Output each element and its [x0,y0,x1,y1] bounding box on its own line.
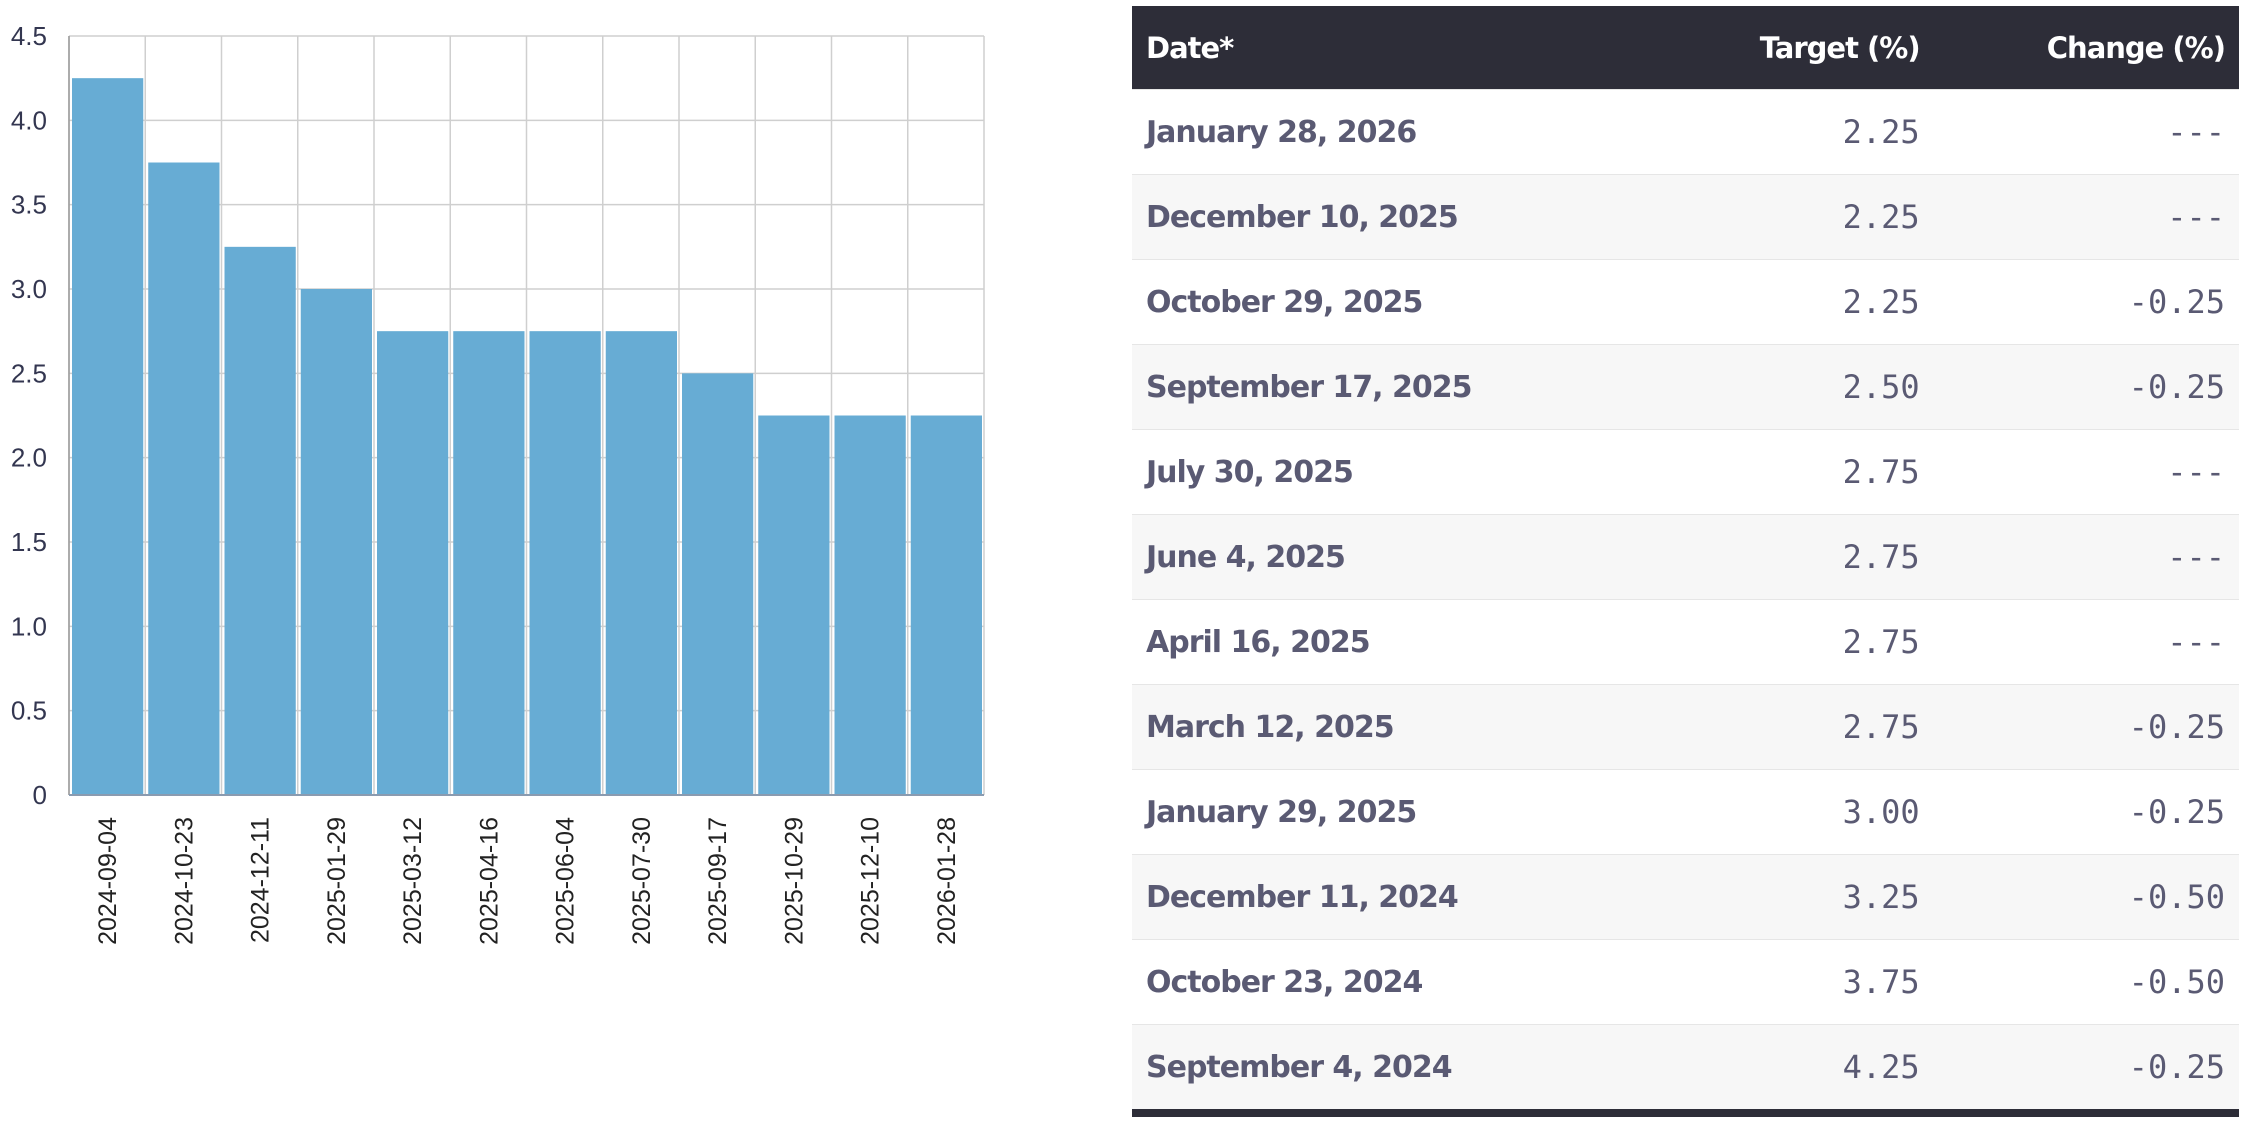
y-tick-label: 2.0 [11,443,47,473]
table-row: October 29, 2025 2.25 -0.25 [1132,259,2239,345]
x-tick-label: 2025-10-29 [780,817,808,945]
x-tick-label: 2025-03-12 [399,817,427,945]
bar [148,162,220,795]
date-cell: December 11, 2024 [1132,854,1656,940]
table-row: January 28, 2026 2.25 --- [1132,89,2239,175]
y-tick-label: 3.0 [11,274,47,304]
change-cell: -0.25 [1933,684,2239,770]
x-tick-label: 2024-09-04 [94,817,122,945]
date-cell: October 29, 2025 [1132,259,1656,345]
table-row: December 11, 2024 3.25 -0.50 [1132,854,2239,940]
change-cell: -0.25 [1933,769,2239,855]
header-date[interactable]: Date* [1132,6,1656,90]
date-cell: June 4, 2025 [1132,514,1656,600]
change-cell: --- [1933,514,2239,600]
change-cell: -0.50 [1933,854,2239,940]
table-row: June 4, 2025 2.75 --- [1132,514,2239,600]
date-cell: September 17, 2025 [1132,344,1656,430]
date-cell: September 4, 2024 [1132,1024,1656,1113]
table-row: April 16, 2025 2.75 --- [1132,599,2239,685]
date-cell: January 29, 2025 [1132,769,1656,855]
change-cell: -0.25 [1933,259,2239,345]
header-change[interactable]: Change (%) [1933,6,2239,90]
y-tick-label: 1.5 [11,527,47,557]
change-cell: --- [1933,599,2239,685]
target-cell: 2.25 [1655,259,1934,345]
bar [300,289,372,795]
x-tick-label: 2024-10-23 [170,817,198,945]
date-cell: January 28, 2026 [1132,89,1656,175]
table-header-row: Date* Target (%) Change (%) [1132,6,2239,90]
change-cell: --- [1933,429,2239,515]
bar [758,415,830,795]
table-row: March 12, 2025 2.75 -0.25 [1132,684,2239,770]
bar [834,415,906,795]
date-cell: April 16, 2025 [1132,599,1656,685]
target-cell: 2.75 [1655,429,1934,515]
x-tick-label: 2025-12-10 [857,817,885,945]
target-cell: 2.50 [1655,344,1934,430]
date-cell: March 12, 2025 [1132,684,1656,770]
target-cell: 4.25 [1655,1024,1934,1113]
bar-chart: 0 0.5 1.0 1.5 2.0 2.5 3.0 3.5 4.0 4.5 2024-09-04 20… [11,21,985,945]
bar [72,78,144,795]
x-tick-label: 2025-04-16 [475,817,503,945]
x-tick-label: 2025-07-30 [628,817,656,945]
change-cell: --- [1933,89,2239,175]
bar [377,331,449,795]
target-cell: 2.25 [1655,174,1934,260]
bar [453,331,525,795]
change-cell: -0.25 [1933,344,2239,430]
y-tick-label: 2.5 [11,358,47,388]
bar [682,373,754,795]
change-cell: -0.50 [1933,939,2239,1025]
target-cell: 3.25 [1655,854,1934,940]
target-cell: 2.75 [1655,599,1934,685]
y-tick-label: 3.5 [11,190,47,220]
y-tick-label: 0 [33,780,47,810]
bar [224,246,296,796]
bar [529,331,601,795]
table-row: September 17, 2025 2.50 -0.25 [1132,344,2239,430]
x-tick-label: 2025-01-29 [323,817,351,945]
y-tick-label: 0.5 [11,696,47,726]
x-tick-label: 2024-12-11 [247,817,275,943]
y-tick-label: 4.5 [11,21,47,51]
date-cell: July 30, 2025 [1132,429,1656,515]
table-row: September 4, 2024 4.25 -0.25 [1132,1024,2239,1113]
target-cell: 2.75 [1655,684,1934,770]
header-target[interactable]: Target (%) [1655,6,1934,90]
target-cell: 3.75 [1655,939,1934,1025]
table-row: July 30, 2025 2.75 --- [1132,429,2239,515]
x-tick-label: 2025-09-17 [704,817,732,945]
date-cell: December 10, 2025 [1132,174,1656,260]
change-cell: --- [1933,174,2239,260]
bar [605,331,677,795]
table-row: December 10, 2025 2.25 --- [1132,174,2239,260]
target-cell: 2.75 [1655,514,1934,600]
change-cell: -0.25 [1933,1024,2239,1113]
target-cell: 3.00 [1655,769,1934,855]
table-row: October 23, 2024 3.75 -0.50 [1132,939,2239,1025]
date-cell: October 23, 2024 [1132,939,1656,1025]
y-tick-label: 4.0 [11,105,47,135]
rate-table: Date* Target (%) Change (%) January 28, … [1132,6,2239,1117]
x-tick-label: 2025-06-04 [552,817,580,945]
table-row: January 29, 2025 3.00 -0.25 [1132,769,2239,855]
y-tick-label: 1.0 [11,611,47,641]
bar [910,415,982,795]
target-cell: 2.25 [1655,89,1934,175]
x-tick-label: 2026-01-28 [933,817,961,945]
